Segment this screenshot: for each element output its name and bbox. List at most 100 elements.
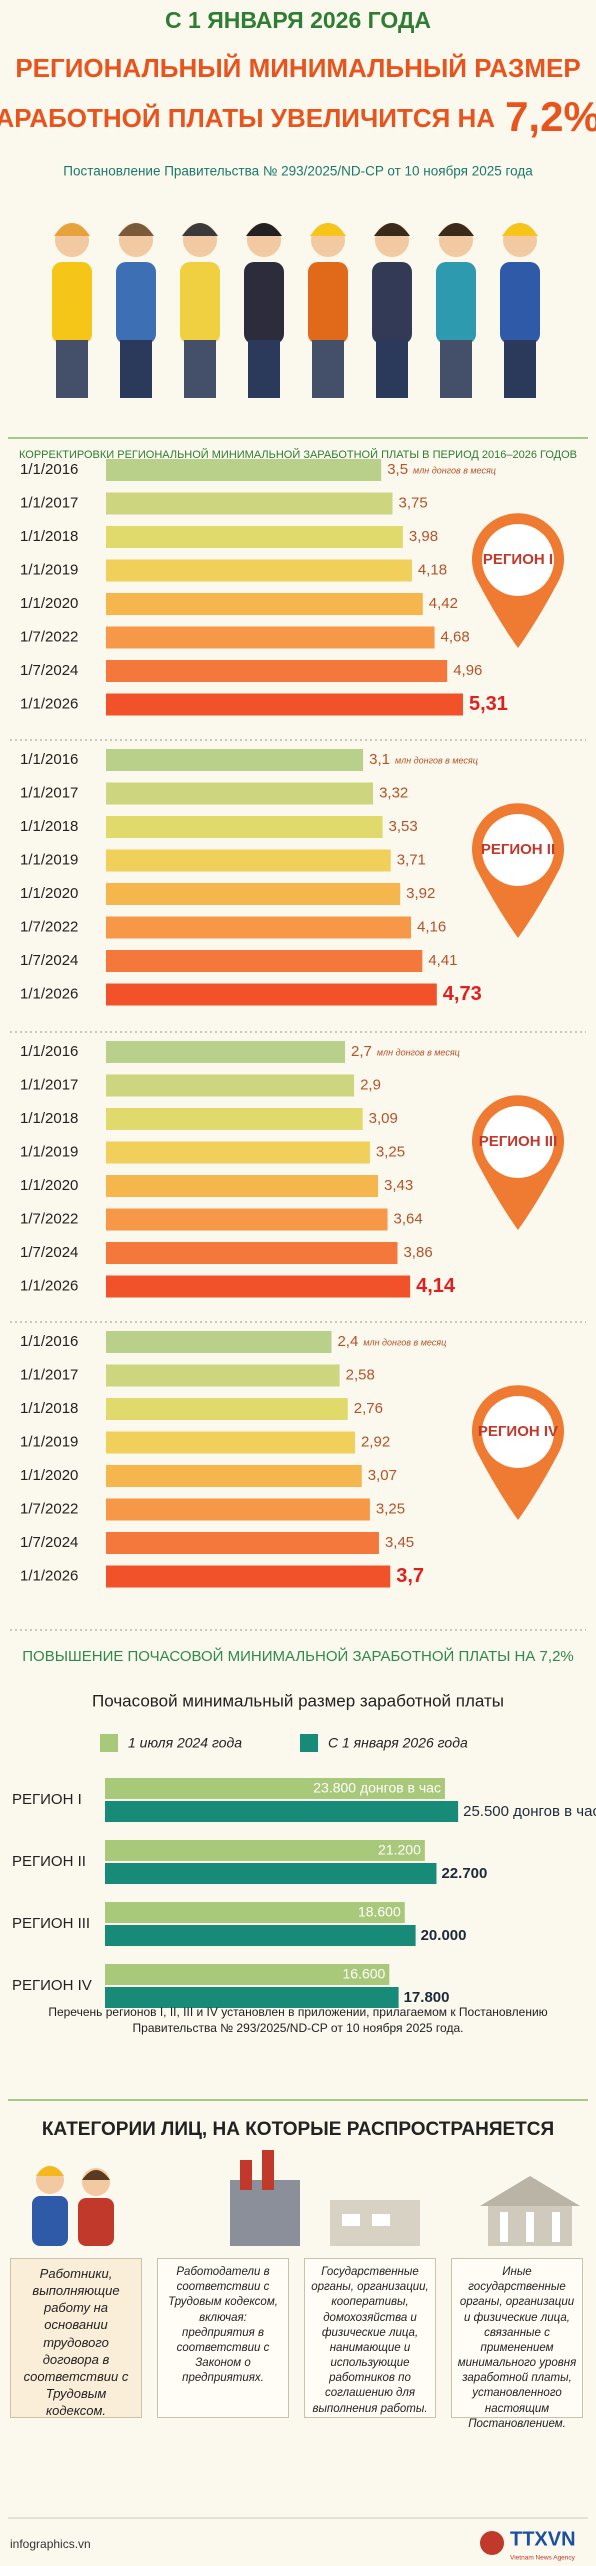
category-label: РЕГИОН I [12, 1791, 82, 1808]
value-label: 3,1 [369, 751, 390, 768]
worker-hat [502, 223, 538, 236]
bar [106, 1465, 362, 1487]
title-percent: 7,2% [505, 93, 596, 140]
value-label: 3,07 [368, 1467, 397, 1484]
value-label: 2,76 [354, 1400, 383, 1417]
worker-legs [440, 340, 472, 398]
value-label: 3,92 [406, 885, 435, 902]
value-label: 4,16 [417, 918, 446, 935]
chart-title: Почасовой минимальный размер заработной … [92, 1691, 504, 1710]
bar [106, 1498, 370, 1521]
category-label: 1/1/2018 [20, 1110, 78, 1127]
category-label: 1/1/2020 [20, 1177, 78, 1194]
icon [78, 2198, 114, 2246]
bar [106, 1275, 411, 1298]
worker-legs [376, 340, 408, 398]
bar [105, 1801, 459, 1822]
bar [106, 593, 423, 615]
value-label: 22.700 [441, 1865, 487, 1882]
footnote: Перечень регионов I, II, III и IV устано… [48, 2005, 548, 2035]
value-label: 16.600 [342, 1966, 385, 1982]
region-label: РЕГИОН III [479, 1133, 557, 1150]
worker-body [52, 262, 92, 344]
value-label: 3,5 [387, 461, 408, 478]
icon [262, 2150, 274, 2190]
section-heading: ПОВЫШЕНИЕ ПОЧАСОВОЙ МИНИМАЛЬНОЙ ЗАРАБОТН… [22, 1647, 574, 1665]
bar [106, 1074, 355, 1097]
value-label: 4,18 [418, 561, 447, 578]
bar [106, 1141, 370, 1164]
unit-label: млн донгов в месяц [377, 1047, 460, 1057]
worker-hat [310, 223, 346, 236]
worker-body [244, 262, 284, 344]
legend-label: 1 июля 2024 года [128, 1735, 242, 1751]
worker-body [180, 262, 220, 344]
worker-legs [120, 340, 152, 398]
category-label: 1/1/2019 [20, 1143, 78, 1160]
section-heading: КОРРЕКТИРОВКИ РЕГИОНАЛЬНОЙ МИНИМАЛЬНОЙ З… [19, 448, 577, 461]
category-label: 1/7/2022 [20, 628, 78, 645]
bar [106, 782, 374, 805]
icon [372, 2214, 390, 2226]
bar [106, 1242, 398, 1264]
category-label: 1/7/2024 [20, 952, 78, 969]
region-label: РЕГИОН I [483, 551, 553, 568]
bar [106, 693, 464, 716]
bar [106, 916, 412, 939]
unit-label: млн донгов в месяц [363, 1337, 446, 1347]
icon [82, 2170, 110, 2180]
category-icons [32, 2150, 580, 2246]
value-label: 17.800 [404, 1989, 450, 2006]
value-label: 4,73 [443, 983, 482, 1005]
region-label: РЕГИОН IV [478, 1423, 558, 1440]
value-label: 4,68 [441, 628, 470, 645]
worker-hat [182, 223, 218, 236]
bar [106, 660, 448, 682]
category-label: РЕГИОН II [12, 1853, 86, 1870]
category-label: 1/1/2018 [20, 528, 78, 545]
category-label: 1/1/2026 [20, 1277, 78, 1294]
footer-site: infographics.vn [10, 2537, 91, 2551]
value-label: 3,98 [409, 528, 438, 545]
bar [105, 1964, 390, 1985]
value-label: 3,75 [399, 494, 428, 511]
bar [106, 1364, 340, 1387]
bar [105, 1778, 445, 1799]
value-label: 2,9 [360, 1076, 381, 1093]
icon [32, 2196, 68, 2246]
category-label: 1/1/2018 [20, 818, 78, 835]
icon [552, 2212, 560, 2242]
category-label: 1/1/2026 [20, 695, 78, 712]
category-label: РЕГИОН IV [12, 1977, 92, 1994]
category-label: 1/7/2024 [20, 1244, 78, 1261]
bar [105, 1863, 437, 1884]
category-label: 1/1/2016 [20, 1333, 78, 1350]
value-label: 4,41 [428, 952, 457, 969]
bar [106, 1431, 355, 1454]
value-label: 3,25 [376, 1143, 405, 1160]
bar [106, 1331, 332, 1353]
bar [105, 1902, 405, 1923]
bar [106, 492, 393, 515]
icon [526, 2212, 534, 2242]
bar [106, 983, 437, 1006]
bar [106, 1565, 391, 1588]
value-label: 3,53 [389, 818, 418, 835]
value-label: 4,96 [453, 662, 482, 679]
category-item: Государственные органы, организации, коо… [304, 2258, 436, 2418]
bar [106, 950, 423, 972]
value-label: 3,43 [384, 1177, 413, 1194]
category-label: 1/7/2022 [20, 918, 78, 935]
value-label: 3,25 [376, 1500, 405, 1517]
subtitle: Постановление Правительства № 293/2025/N… [63, 164, 533, 179]
icon [500, 2212, 508, 2242]
worker-legs [504, 340, 536, 398]
bar [106, 849, 391, 872]
bar [106, 1041, 346, 1063]
workers-illustration [52, 223, 540, 398]
worker-hat [54, 223, 90, 236]
icon [342, 2214, 360, 2226]
title-line: РЕГИОНАЛЬНЫЙ МИНИМАЛЬНЫЙ РАЗМЕР [15, 53, 580, 83]
date-line: С 1 ЯНВАРЯ 2026 ГОДА [165, 7, 431, 33]
